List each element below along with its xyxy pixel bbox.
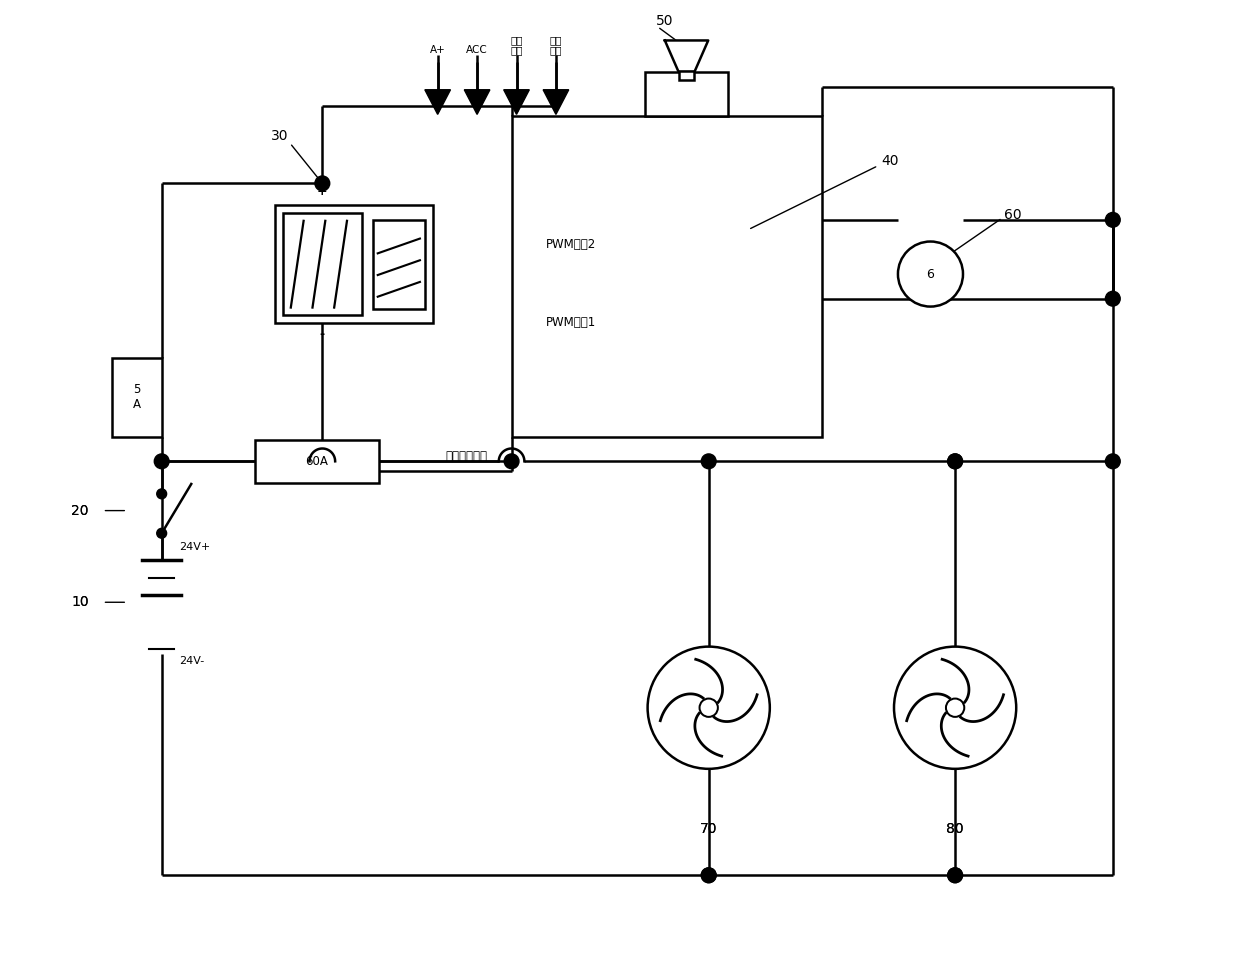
- Text: 舱门犴态信号: 舱门犴态信号: [445, 450, 487, 464]
- Text: 风速
信号: 风速 信号: [549, 35, 562, 55]
- Text: PWM输出2: PWM输出2: [546, 238, 596, 250]
- Text: 急停
信号: 急停 信号: [510, 35, 523, 55]
- Text: 30: 30: [272, 129, 289, 143]
- Circle shape: [702, 867, 715, 883]
- Text: ACC: ACC: [466, 45, 489, 55]
- Circle shape: [315, 176, 330, 190]
- Circle shape: [947, 454, 962, 469]
- Polygon shape: [503, 90, 529, 114]
- Circle shape: [898, 242, 963, 306]
- Bar: [512, 116, 822, 437]
- Circle shape: [1105, 213, 1120, 227]
- Text: 50: 50: [656, 14, 673, 28]
- Text: A+: A+: [430, 45, 445, 55]
- Circle shape: [702, 867, 715, 883]
- Polygon shape: [665, 41, 708, 72]
- Text: 24V+: 24V+: [180, 542, 211, 552]
- Text: 20: 20: [71, 503, 88, 518]
- Circle shape: [702, 454, 715, 469]
- Text: 80: 80: [946, 822, 963, 836]
- Polygon shape: [464, 90, 490, 114]
- Bar: [678, 71, 694, 80]
- Text: 70: 70: [699, 822, 718, 836]
- Polygon shape: [543, 90, 569, 114]
- Text: 6: 6: [926, 268, 935, 280]
- Circle shape: [156, 489, 166, 498]
- Circle shape: [894, 646, 1017, 769]
- Bar: [645, 72, 728, 116]
- Circle shape: [947, 867, 962, 883]
- Bar: [373, 220, 425, 308]
- Circle shape: [947, 867, 962, 883]
- Circle shape: [699, 698, 718, 717]
- Text: 40: 40: [882, 154, 899, 168]
- Bar: [113, 357, 161, 437]
- Circle shape: [946, 698, 965, 717]
- Text: 10: 10: [71, 595, 89, 610]
- Text: 60: 60: [1004, 208, 1022, 222]
- Circle shape: [154, 454, 169, 469]
- Circle shape: [647, 646, 770, 769]
- Circle shape: [505, 454, 520, 469]
- Polygon shape: [425, 90, 450, 114]
- Circle shape: [1105, 454, 1120, 469]
- Circle shape: [1105, 292, 1120, 306]
- Bar: [255, 440, 378, 483]
- Text: 70: 70: [699, 822, 718, 836]
- Text: +: +: [317, 185, 327, 198]
- Bar: [275, 205, 433, 324]
- Text: 24V-: 24V-: [180, 657, 205, 667]
- Text: 20: 20: [71, 503, 88, 518]
- Text: PWM输出1: PWM输出1: [546, 317, 596, 329]
- Circle shape: [156, 528, 166, 538]
- Text: 80: 80: [946, 822, 963, 836]
- Text: 60A: 60A: [305, 455, 329, 468]
- Circle shape: [947, 454, 962, 469]
- Text: 10: 10: [71, 595, 89, 610]
- Text: -: -: [320, 328, 325, 341]
- Text: 5
A: 5 A: [133, 384, 141, 412]
- Bar: [283, 213, 362, 316]
